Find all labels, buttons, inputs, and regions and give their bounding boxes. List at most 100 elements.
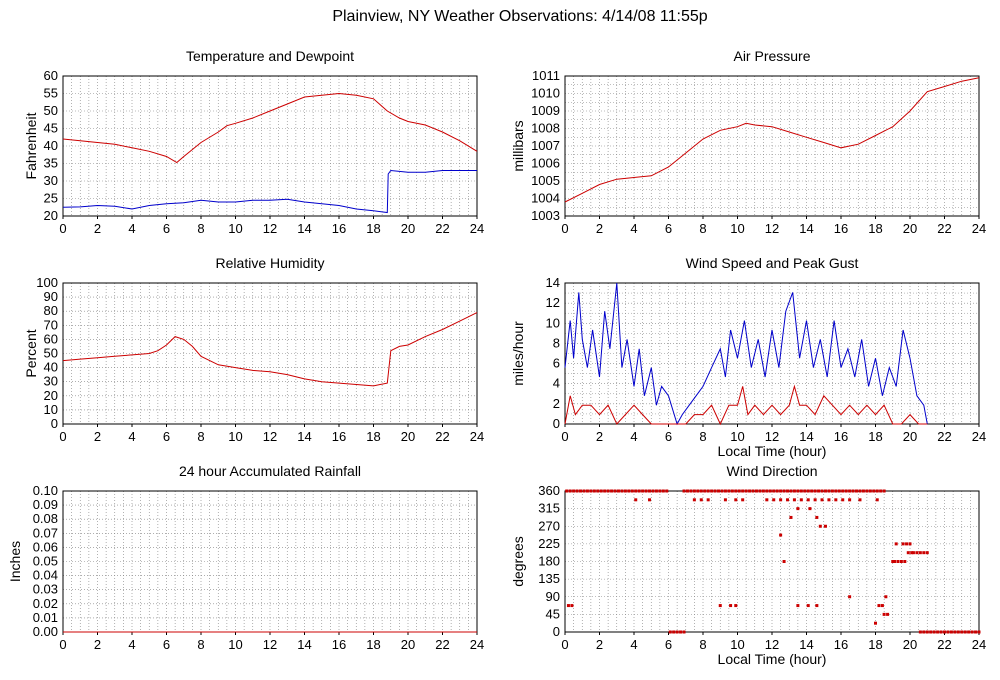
data-point	[634, 498, 638, 502]
red-series-line	[564, 384, 928, 426]
y-tick-label: 20	[44, 388, 58, 403]
data-point	[565, 489, 569, 493]
y-tick-label: 10	[546, 315, 560, 330]
data-point	[699, 489, 703, 493]
y-tick-label: 1006	[531, 156, 560, 171]
y-tick-label: 55	[44, 86, 58, 101]
y-tick-label: 0.04	[33, 568, 58, 583]
x-tick-label: 10	[228, 221, 242, 236]
data-point	[634, 489, 638, 493]
x-tick-label: 10	[228, 429, 242, 444]
data-point	[915, 551, 919, 555]
data-point	[875, 498, 879, 502]
x-tick-label: 6	[163, 429, 170, 444]
y-tick-label: 35	[44, 156, 58, 171]
data-point	[723, 489, 727, 493]
y-tick-label: 1010	[531, 86, 560, 101]
x-tick-label: 8	[699, 637, 706, 652]
y-axis-label: miles/hour	[510, 321, 526, 386]
data-point	[882, 489, 886, 493]
x-tick-label: 2	[94, 637, 101, 652]
data-point	[861, 489, 865, 493]
y-tick-label: 180	[538, 554, 560, 569]
data-point	[672, 630, 676, 634]
x-tick-label: 12	[765, 637, 779, 652]
data-point	[641, 489, 645, 493]
y-tick-label: 0.05	[33, 554, 58, 569]
y-axis-label: Inches	[7, 541, 23, 582]
y-tick-label: 80	[44, 303, 58, 318]
data-point	[884, 595, 888, 599]
chart-title: 24 hour Accumulated Rainfall	[179, 463, 361, 479]
data-point	[768, 489, 772, 493]
data-point	[692, 498, 696, 502]
x-tick-label: 18	[366, 221, 380, 236]
data-point	[879, 489, 883, 493]
data-point	[765, 489, 769, 493]
y-tick-label: 0	[553, 416, 560, 431]
data-point	[906, 551, 910, 555]
data-point	[610, 489, 614, 493]
data-point	[894, 542, 898, 546]
y-tick-label: 225	[538, 536, 560, 551]
data-point	[796, 604, 800, 608]
data-point	[741, 498, 745, 502]
data-point	[658, 489, 662, 493]
data-point	[799, 498, 803, 502]
y-tick-label: 315	[538, 501, 560, 516]
data-point	[654, 489, 658, 493]
x-tick-label: 0	[561, 221, 568, 236]
y-tick-label: 4	[553, 376, 560, 391]
data-point	[772, 489, 776, 493]
y-tick-label: 1011	[532, 68, 560, 83]
x-tick-label: 6	[163, 637, 170, 652]
data-point	[844, 489, 848, 493]
data-point	[630, 489, 634, 493]
data-point	[848, 489, 852, 493]
data-point	[872, 489, 876, 493]
data-point	[815, 604, 819, 608]
data-point	[754, 489, 758, 493]
data-point	[792, 489, 796, 493]
data-point	[720, 489, 724, 493]
data-point	[692, 489, 696, 493]
data-point	[734, 498, 738, 502]
data-point	[834, 489, 838, 493]
x-tick-label: 10	[730, 429, 744, 444]
data-point	[901, 542, 905, 546]
x-tick-label: 4	[128, 429, 135, 444]
x-tick-label: 24	[972, 637, 986, 652]
data-point	[648, 489, 652, 493]
data-point	[734, 604, 738, 608]
data-point	[717, 489, 721, 493]
data-point	[713, 489, 717, 493]
data-point	[925, 630, 929, 634]
data-point	[744, 489, 748, 493]
data-point	[903, 560, 907, 563]
data-point	[932, 630, 936, 634]
y-tick-label: 0.09	[33, 497, 58, 512]
data-point	[727, 489, 731, 493]
x-tick-label: 20	[903, 221, 917, 236]
data-point	[616, 489, 620, 493]
data-point	[710, 489, 714, 493]
data-point	[977, 630, 981, 634]
x-tick-label: 8	[699, 221, 706, 236]
data-point	[855, 489, 859, 493]
data-point	[748, 489, 752, 493]
y-tick-label: 0.00	[33, 624, 58, 639]
data-point	[815, 515, 819, 519]
chart-title: Air Pressure	[733, 48, 810, 64]
data-point	[918, 551, 922, 555]
data-point	[974, 630, 978, 634]
y-tick-label: 45	[44, 121, 58, 136]
x-tick-label: 6	[163, 221, 170, 236]
data-point	[613, 489, 617, 493]
data-point	[675, 630, 679, 634]
x-tick-label: 22	[435, 637, 449, 652]
data-point	[970, 630, 974, 634]
y-tick-label: 30	[44, 374, 58, 389]
x-tick-label: 22	[937, 221, 951, 236]
data-point	[620, 489, 624, 493]
data-point	[823, 489, 827, 493]
